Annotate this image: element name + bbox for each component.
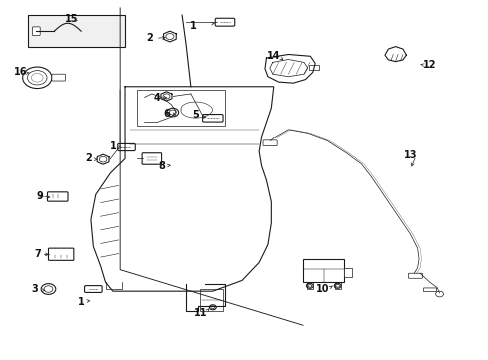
Text: 1: 1 [189, 21, 196, 31]
Bar [137, 90, 224, 126]
FancyBboxPatch shape [118, 143, 135, 150]
Text: 7: 7 [34, 248, 41, 258]
FancyBboxPatch shape [202, 114, 223, 122]
Text: 14: 14 [266, 51, 280, 61]
Text: 15: 15 [64, 14, 78, 24]
Text: 4: 4 [153, 93, 160, 103]
FancyBboxPatch shape [407, 273, 422, 278]
Bar [303, 259, 344, 282]
Bar [199, 289, 223, 311]
FancyBboxPatch shape [142, 153, 161, 164]
Text: 2: 2 [85, 153, 92, 163]
Text: 1: 1 [78, 297, 84, 307]
Text: 10: 10 [315, 284, 328, 294]
Text: 11: 11 [193, 308, 207, 318]
Text: 1: 1 [109, 141, 116, 151]
Bar [344, 268, 351, 277]
FancyBboxPatch shape [52, 74, 65, 81]
Text: 6: 6 [163, 109, 169, 119]
FancyBboxPatch shape [32, 27, 40, 36]
Text: 16: 16 [14, 67, 27, 77]
FancyBboxPatch shape [215, 18, 234, 26]
Text: 3: 3 [31, 284, 38, 294]
FancyBboxPatch shape [48, 248, 74, 260]
Bar [27, 15, 125, 47]
Text: 2: 2 [146, 33, 152, 43]
FancyBboxPatch shape [84, 285, 102, 292]
Bar [309, 64, 319, 69]
Text: 13: 13 [403, 150, 416, 160]
FancyBboxPatch shape [47, 192, 68, 201]
Text: 12: 12 [422, 60, 436, 70]
FancyBboxPatch shape [423, 288, 436, 292]
Text: 5: 5 [192, 111, 199, 121]
Text: 9: 9 [36, 191, 43, 201]
Text: 8: 8 [158, 161, 165, 171]
FancyBboxPatch shape [263, 140, 277, 145]
